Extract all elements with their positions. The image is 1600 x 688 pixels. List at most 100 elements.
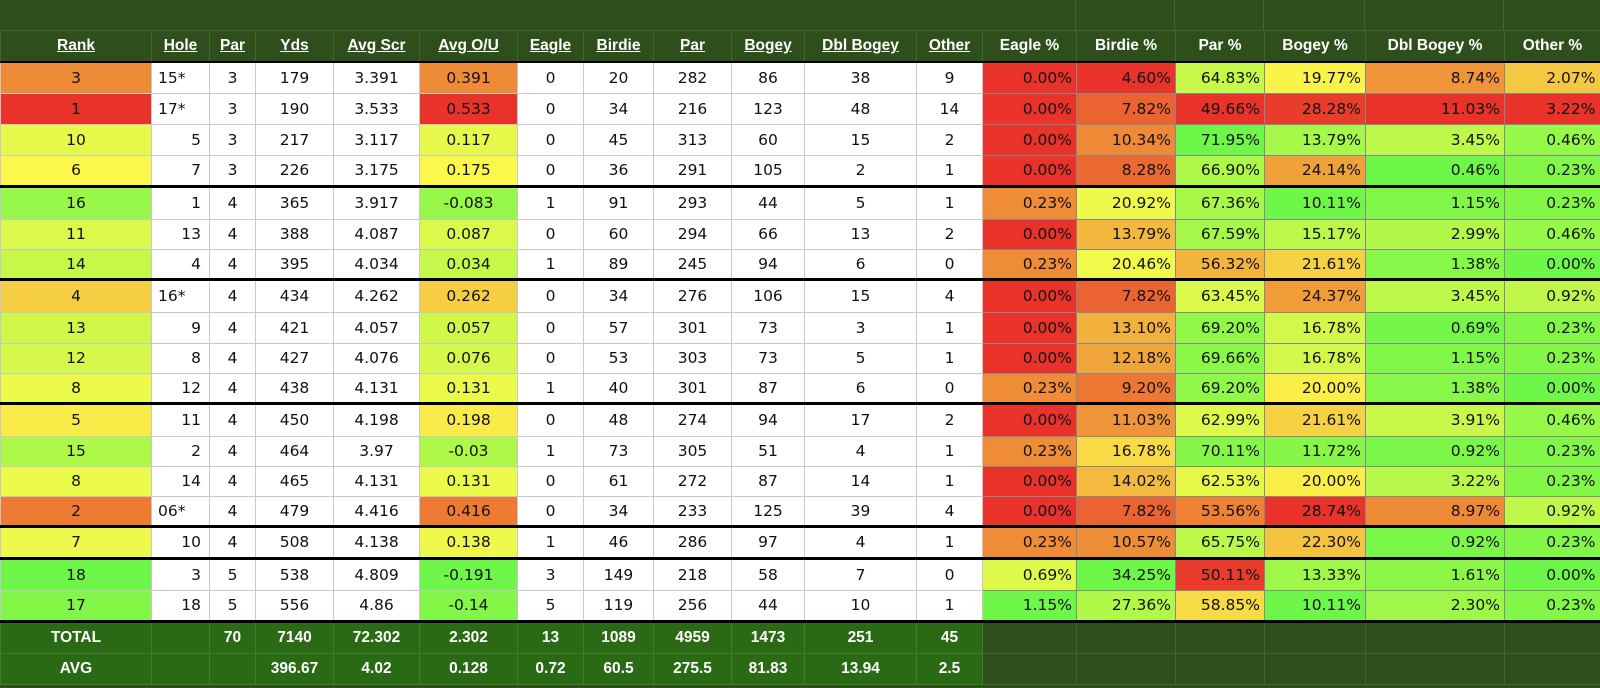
hole-cell[interactable]: 14 (151, 465, 210, 497)
dbl-bogey-cell[interactable]: 6 (804, 248, 917, 280)
bogey-pct-cell[interactable]: 28.28% (1264, 92, 1366, 125)
birdie-cell[interactable]: 40 (583, 372, 654, 404)
yds-cell[interactable]: 556 (255, 589, 334, 623)
col-eagle-header[interactable]: Eagle (517, 30, 584, 63)
eagle-cell[interactable]: 1 (517, 184, 584, 220)
avg-ou-cell[interactable]: 0.175 (419, 154, 518, 187)
yds-cell[interactable]: 395 (255, 248, 334, 280)
avg-scr-cell[interactable]: 4.131 (333, 372, 420, 404)
birdie-pct-cell[interactable]: 4.60% (1076, 61, 1176, 94)
dbl-bogey-pct-cell[interactable]: 1.38% (1365, 372, 1505, 404)
avg-scr-cell[interactable]: 3.917 (333, 184, 420, 220)
birdie-pct-cell[interactable]: 27.36% (1076, 589, 1176, 623)
avg-ou-cell[interactable]: 0.087 (419, 218, 518, 250)
eagle-pct-cell[interactable]: 0.00% (982, 61, 1077, 94)
birdie-cell[interactable]: 119 (583, 589, 654, 623)
avg-scr-cell[interactable]: 4.809 (333, 556, 420, 591)
birdie-cell[interactable]: 53 (583, 342, 654, 374)
avg-ou-cell[interactable]: 0.198 (419, 401, 518, 437)
dbl-bogey-cell[interactable]: 7 (804, 556, 917, 591)
other-cell[interactable]: 0 (916, 556, 983, 591)
col-rank-header[interactable]: Rank (0, 30, 152, 63)
eagle-cell[interactable]: 0 (517, 401, 584, 437)
eagle-cell[interactable]: 0 (517, 277, 584, 313)
eagle-cell[interactable]: 1 (517, 372, 584, 404)
rank-cell[interactable]: 2 (0, 495, 152, 527)
other-cell[interactable]: 2 (916, 123, 983, 156)
hole-cell[interactable]: 8 (151, 342, 210, 374)
eagle-cell[interactable]: 0 (517, 92, 584, 125)
pars-cell[interactable]: 301 (653, 372, 732, 404)
birdie-pct-cell[interactable]: 20.46% (1076, 248, 1176, 280)
pars-cell[interactable]: 293 (653, 184, 732, 220)
hole-cell[interactable]: 4 (151, 248, 210, 280)
hole-cell[interactable]: 12 (151, 372, 210, 404)
pars-cell[interactable]: 282 (653, 61, 732, 94)
eagle-pct-cell[interactable]: 0.00% (982, 218, 1077, 250)
other-pct-cell[interactable]: 0.23% (1504, 154, 1600, 187)
dbl-bogey-pct-cell[interactable]: 3.22% (1365, 465, 1505, 497)
rank-cell[interactable]: 12 (0, 342, 152, 374)
par-cell[interactable]: 4 (209, 277, 256, 313)
hole-cell[interactable]: 18 (151, 589, 210, 623)
eagle-cell[interactable]: 0 (517, 495, 584, 527)
dbl-bogey-pct-cell[interactable]: 0.92% (1365, 524, 1505, 559)
hole-cell[interactable]: 16* (151, 277, 210, 313)
pars-cell[interactable]: 291 (653, 154, 732, 187)
rank-cell[interactable]: 8 (0, 465, 152, 497)
eagle-cell[interactable]: 0 (517, 342, 584, 374)
eagle-pct-cell[interactable]: 1.15% (982, 589, 1077, 623)
rank-cell[interactable]: 8 (0, 372, 152, 404)
bogey-cell[interactable]: 123 (731, 92, 805, 125)
rank-cell[interactable]: 15 (0, 435, 152, 467)
col-avg-scr-header[interactable]: Avg Scr (333, 30, 420, 63)
avg-ou-cell[interactable]: 0.533 (419, 92, 518, 125)
yds-cell[interactable]: 438 (255, 372, 334, 404)
other-cell[interactable]: 1 (916, 524, 983, 559)
col-bogey-header[interactable]: Bogey (731, 30, 805, 63)
rank-cell[interactable]: 7 (0, 524, 152, 559)
rank-cell[interactable]: 6 (0, 154, 152, 187)
birdie-pct-cell[interactable]: 7.82% (1076, 277, 1176, 313)
other-pct-cell[interactable]: 0.23% (1504, 184, 1600, 220)
birdie-cell[interactable]: 34 (583, 495, 654, 527)
other-pct-cell[interactable]: 0.46% (1504, 123, 1600, 156)
par-pct-cell[interactable]: 71.95% (1175, 123, 1265, 156)
avg-ou-cell[interactable]: 0.416 (419, 495, 518, 527)
dbl-bogey-cell[interactable]: 15 (804, 123, 917, 156)
par-cell[interactable]: 3 (209, 61, 256, 94)
other-pct-cell[interactable]: 0.23% (1504, 589, 1600, 623)
par-pct-cell[interactable]: 65.75% (1175, 524, 1265, 559)
par-pct-cell[interactable]: 69.20% (1175, 372, 1265, 404)
hole-cell[interactable]: 17* (151, 92, 210, 125)
rank-cell[interactable]: 4 (0, 277, 152, 313)
hole-cell[interactable]: 7 (151, 154, 210, 187)
dbl-bogey-pct-cell[interactable]: 0.92% (1365, 435, 1505, 467)
other-pct-cell[interactable]: 0.00% (1504, 556, 1600, 591)
dbl-bogey-cell[interactable]: 13 (804, 218, 917, 250)
avg-ou-cell[interactable]: -0.03 (419, 435, 518, 467)
hole-cell[interactable]: 06* (151, 495, 210, 527)
other-pct-cell[interactable]: 0.23% (1504, 342, 1600, 374)
yds-cell[interactable]: 508 (255, 524, 334, 559)
eagle-cell[interactable]: 0 (517, 61, 584, 94)
hole-cell[interactable]: 2 (151, 435, 210, 467)
bogey-cell[interactable]: 73 (731, 342, 805, 374)
col-dbl-bogey-pct-header[interactable]: Dbl Bogey % (1365, 30, 1505, 63)
avg-scr-cell[interactable]: 4.416 (333, 495, 420, 527)
avg-ou-cell[interactable]: 0.076 (419, 342, 518, 374)
eagle-pct-cell[interactable]: 0.00% (982, 495, 1077, 527)
dbl-bogey-cell[interactable]: 5 (804, 342, 917, 374)
eagle-cell[interactable]: 0 (517, 311, 584, 344)
eagle-cell[interactable]: 5 (517, 589, 584, 623)
avg-ou-cell[interactable]: 0.117 (419, 123, 518, 156)
birdie-pct-cell[interactable]: 20.92% (1076, 184, 1176, 220)
eagle-cell[interactable]: 0 (517, 154, 584, 187)
rank-cell[interactable]: 11 (0, 218, 152, 250)
eagle-cell[interactable]: 0 (517, 123, 584, 156)
eagle-pct-cell[interactable]: 0.23% (982, 184, 1077, 220)
par-pct-cell[interactable]: 69.20% (1175, 311, 1265, 344)
hole-cell[interactable]: 1 (151, 184, 210, 220)
bogey-cell[interactable]: 106 (731, 277, 805, 313)
eagle-pct-cell[interactable]: 0.23% (982, 524, 1077, 559)
